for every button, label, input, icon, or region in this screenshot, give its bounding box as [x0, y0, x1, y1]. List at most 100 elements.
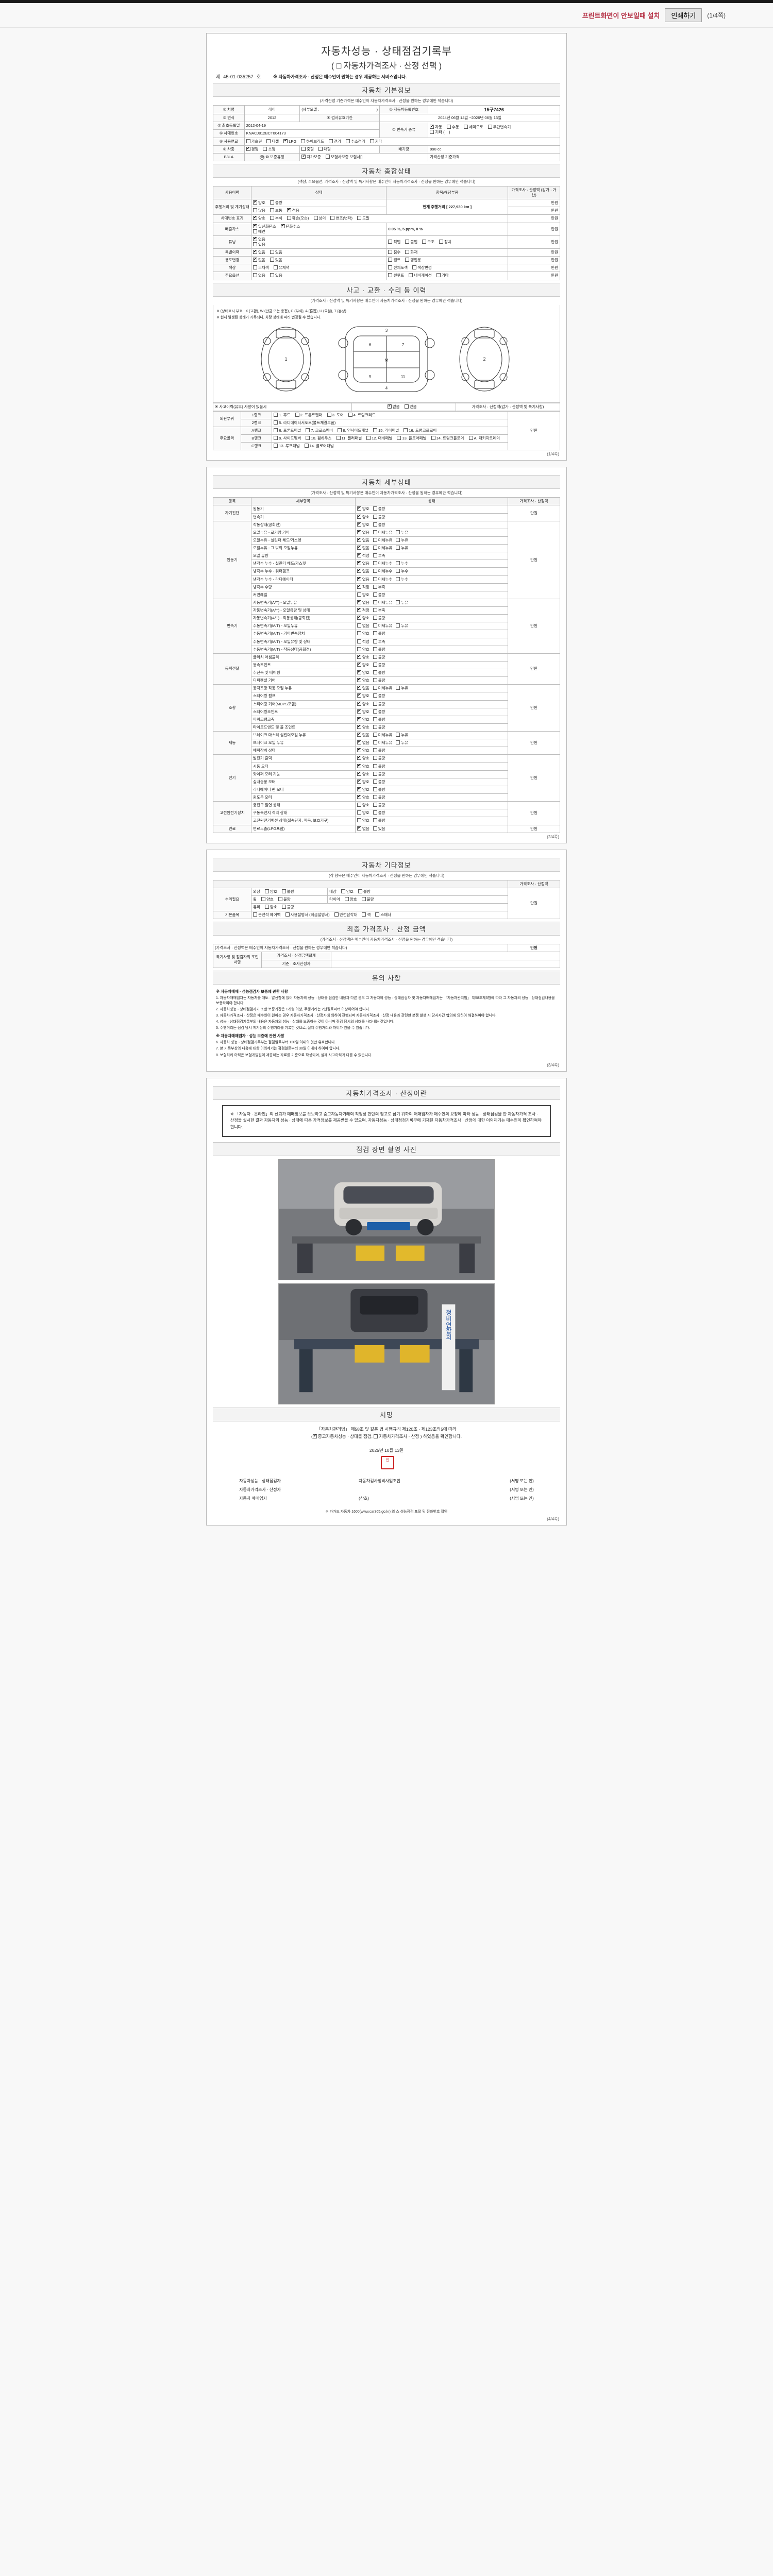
checkbox-icon[interactable]	[281, 889, 286, 893]
checkbox-icon[interactable]	[373, 779, 377, 784]
checkbox-icon[interactable]	[357, 708, 361, 714]
detail-opt-3-1-1[interactable]: 불량	[373, 662, 385, 668]
checkbox-icon[interactable]	[253, 236, 258, 241]
checkbox-icon[interactable]	[246, 139, 250, 143]
checkbox-icon[interactable]	[264, 889, 269, 893]
checkbox-icon[interactable]	[373, 803, 377, 807]
warranty-opt-insurer[interactable]: 보험사보증 보험사[]	[325, 154, 362, 160]
mileage-opt-few[interactable]: 적음	[287, 207, 299, 213]
checkbox-icon[interactable]	[388, 273, 393, 278]
detail-opt-1-1-1[interactable]: 미세누유	[373, 530, 392, 535]
checkbox-icon[interactable]	[405, 258, 410, 262]
checkbox-icon[interactable]	[373, 740, 377, 745]
checkbox-icon[interactable]	[334, 912, 339, 917]
class-opt-large[interactable]: 대형	[318, 146, 331, 152]
special-opt-flood[interactable]: 침수	[388, 250, 400, 255]
emission-opt-hc[interactable]: 탄화수소	[280, 223, 300, 229]
checkbox-icon[interactable]	[295, 412, 299, 417]
part-trunk-lid[interactable]: 4. 트렁크리드	[348, 412, 376, 418]
checkbox-icon[interactable]	[270, 216, 274, 221]
checkbox-icon[interactable]	[357, 654, 361, 659]
detail-opt-6-5-0[interactable]: 양호	[357, 794, 369, 800]
checkbox-icon[interactable]	[357, 592, 361, 597]
checkbox-icon[interactable]	[373, 623, 377, 628]
checkbox-icon[interactable]	[373, 530, 377, 534]
detail-opt-1-8-1[interactable]: 부족	[373, 584, 385, 590]
detail-opt-6-1-1[interactable]: 불량	[373, 764, 385, 769]
checkbox-icon[interactable]	[338, 428, 342, 432]
checkbox-icon[interactable]	[357, 786, 361, 791]
detail-opt-1-7-2[interactable]: 누수	[396, 577, 408, 582]
checkbox-icon[interactable]	[373, 764, 377, 768]
detail-opt-6-5-1[interactable]: 불량	[373, 795, 385, 800]
detail-opt-1-3-1[interactable]: 미세누유	[373, 546, 392, 551]
checkbox-icon[interactable]	[345, 139, 350, 143]
usechange-opt-yes[interactable]: 있음	[270, 258, 282, 263]
detail-opt-3-3-1[interactable]: 불량	[373, 678, 385, 683]
detail-opt-5-2-0[interactable]: 양호	[357, 747, 369, 753]
detail-opt-4-0-0[interactable]: 없음	[357, 685, 369, 691]
checkbox-icon[interactable]	[357, 701, 361, 706]
mainopt-opt-none[interactable]: 없음	[253, 273, 265, 278]
gearbox-opt-semiauto[interactable]: 세미오토	[464, 124, 483, 130]
detail-opt-1-8-0[interactable]: 적정	[357, 584, 369, 590]
part-wheel-house[interactable]: 10. 휠하우스	[306, 436, 331, 441]
etc-exterior-good[interactable]: 양호	[264, 889, 277, 894]
detail-opt-5-1-0[interactable]: 없음	[357, 739, 369, 745]
checkbox-icon[interactable]	[270, 208, 274, 213]
checkbox-icon[interactable]	[436, 273, 441, 278]
part-pillar-panel[interactable]: 11. 필러패널	[336, 436, 362, 441]
emission-opt-co[interactable]: 일산화탄소	[253, 223, 276, 229]
checkbox-icon[interactable]	[447, 124, 451, 129]
checkbox-icon[interactable]	[253, 229, 258, 233]
checkbox-icon[interactable]	[280, 223, 285, 228]
part-door[interactable]: 3. 도어	[327, 412, 344, 418]
basic-item-spanner[interactable]: 스패너	[375, 912, 391, 918]
checkbox-icon[interactable]	[357, 615, 361, 620]
checkbox-icon[interactable]	[357, 778, 361, 784]
checkbox-icon[interactable]	[304, 444, 309, 448]
etc-glass-good[interactable]: 양호	[264, 905, 277, 910]
checkbox-icon[interactable]	[373, 826, 377, 831]
checkbox-icon[interactable]	[362, 912, 366, 917]
checkbox-icon[interactable]	[404, 404, 409, 409]
checkbox-icon[interactable]	[278, 896, 282, 901]
checkbox-icon[interactable]	[253, 273, 258, 278]
checkbox-icon[interactable]	[430, 124, 434, 129]
etc-wheel-good[interactable]: 양호	[261, 896, 274, 902]
detail-opt-1-2-2[interactable]: 누유	[396, 537, 408, 543]
detail-opt-1-3-2[interactable]: 누유	[396, 546, 408, 551]
vin-opt-damage[interactable]: 훼손(오손)	[287, 216, 309, 221]
detail-opt-2-3-1[interactable]: 미세누유	[373, 623, 392, 629]
checkbox-icon[interactable]	[274, 436, 278, 440]
checkbox-icon[interactable]	[306, 436, 310, 440]
accident-opt-none[interactable]: 없음	[387, 403, 400, 410]
detail-opt-6-3-1[interactable]: 불량	[373, 779, 385, 785]
detail-opt-4-4-1[interactable]: 불량	[373, 717, 385, 722]
checkbox-icon[interactable]	[301, 146, 306, 151]
checkbox-icon[interactable]	[273, 265, 278, 270]
checkbox-icon[interactable]	[374, 1434, 378, 1439]
detail-opt-2-5-1[interactable]: 부족	[373, 639, 385, 645]
detail-opt-0-1-1[interactable]: 불량	[373, 514, 385, 520]
checkbox-icon[interactable]	[357, 755, 361, 760]
checkbox-icon[interactable]	[388, 265, 393, 270]
checkbox-icon[interactable]	[405, 239, 410, 244]
checkbox-icon[interactable]	[312, 1433, 317, 1439]
detail-opt-2-4-0[interactable]: 양호	[357, 631, 369, 636]
checkbox-icon[interactable]	[396, 530, 400, 534]
detail-opt-5-0-0[interactable]: 없음	[357, 732, 369, 738]
checkbox-icon[interactable]	[412, 265, 417, 270]
detail-opt-1-6-2[interactable]: 누수	[396, 569, 408, 574]
detail-opt-1-6-0[interactable]: 없음	[357, 568, 369, 574]
detail-opt-6-1-0[interactable]: 양호	[357, 763, 369, 769]
detail-opt-4-1-0[interactable]: 양호	[357, 692, 369, 699]
fuel-opt-lpg[interactable]: LPG	[283, 138, 296, 144]
color-opt-changed[interactable]: 색상변경	[412, 265, 432, 270]
checkbox-icon[interactable]	[318, 146, 323, 151]
checkbox-icon[interactable]	[253, 912, 258, 917]
checkbox-icon[interactable]	[357, 560, 361, 566]
checkbox-icon[interactable]	[270, 258, 274, 262]
basic-item-jack[interactable]: 잭	[362, 912, 371, 918]
checkbox-icon[interactable]	[246, 146, 250, 151]
